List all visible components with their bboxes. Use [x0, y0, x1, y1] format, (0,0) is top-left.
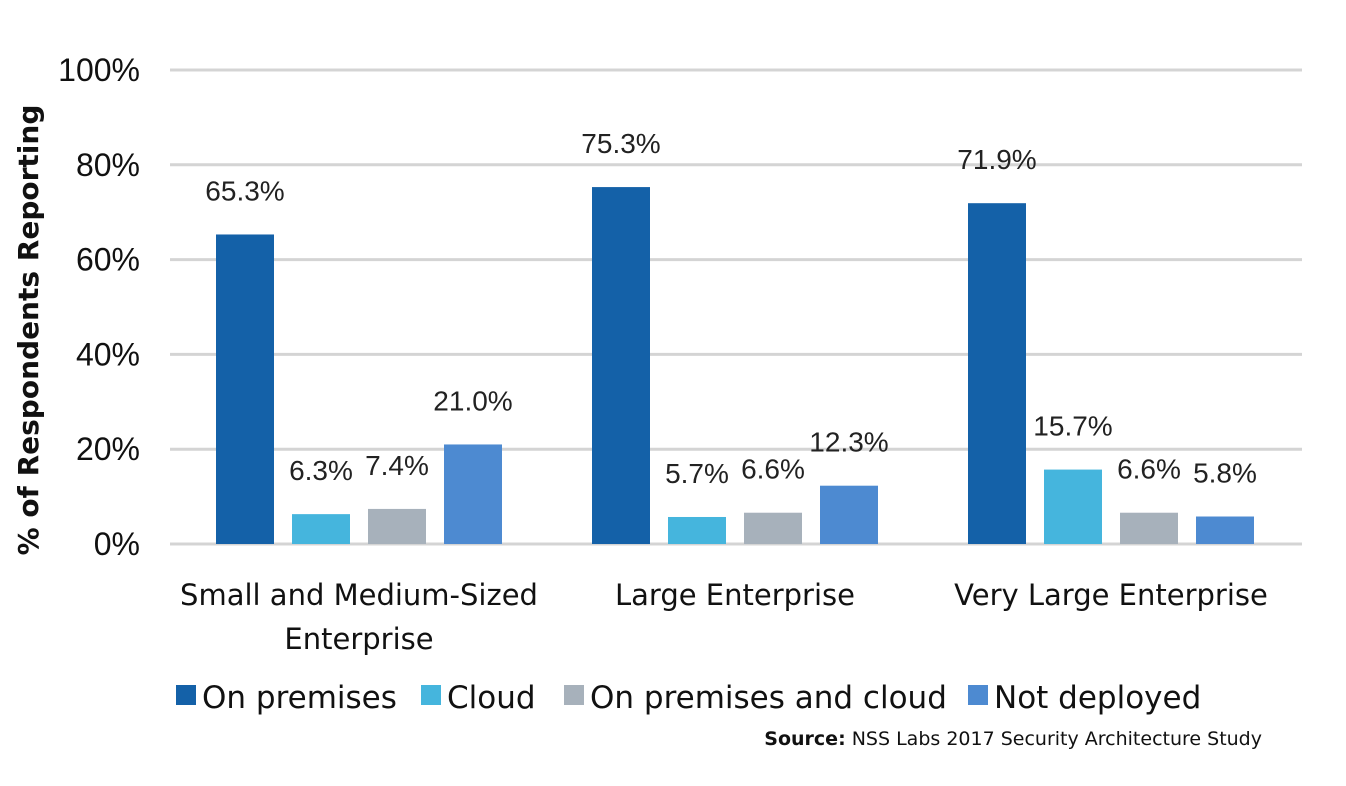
category-label: Large Enterprise: [615, 578, 855, 612]
bar-on-premises: [968, 203, 1026, 544]
data-label: 5.7%: [665, 458, 729, 489]
data-label: 65.3%: [205, 175, 284, 206]
legend-label: Not deployed: [994, 680, 1201, 716]
y-axis-label: % of Respondents Reporting: [12, 105, 45, 556]
data-label: 5.8%: [1193, 458, 1257, 489]
legend-swatch: [564, 685, 584, 705]
legend-swatch: [421, 685, 441, 705]
gridlines: [170, 68, 1302, 546]
bar-on-premises: [592, 187, 650, 544]
bar-on-premises: [216, 234, 274, 544]
y-axis-ticks: 0% 20% 40% 60% 80% 100%: [58, 52, 140, 562]
bar-on-premises-and-cloud: [368, 508, 426, 544]
bar-on-premises-and-cloud: [1120, 512, 1178, 544]
legend-label: On premises and cloud: [590, 680, 947, 716]
bar-not-deployed: [1196, 516, 1254, 544]
bar-cloud: [668, 516, 726, 544]
data-label: 6.6%: [741, 454, 805, 485]
category-label: Small and Medium-Sized: [180, 578, 538, 612]
bar-cloud: [1044, 469, 1102, 544]
bar-not-deployed: [820, 485, 878, 544]
data-label: 75.3%: [581, 128, 660, 159]
y-tick-label: 0%: [94, 526, 140, 562]
y-tick-label: 40%: [76, 336, 140, 372]
data-label: 6.3%: [289, 455, 353, 486]
y-tick-label: 20%: [76, 431, 140, 467]
bars: [216, 187, 1254, 544]
data-label: 21.0%: [433, 385, 512, 416]
legend-swatch: [968, 685, 988, 705]
bar-cloud: [292, 514, 350, 544]
legend: On premises Cloud On premises and cloud Not…: [176, 680, 1201, 716]
source-label: Source:: [764, 728, 846, 750]
legend-label: On premises: [202, 680, 397, 716]
bar-on-premises-and-cloud: [744, 512, 802, 544]
category-label: Very Large Enterprise: [954, 578, 1268, 612]
source-note: Source: NSS Labs 2017 Security Architect…: [764, 728, 1262, 750]
data-label: 12.3%: [809, 427, 888, 458]
y-tick-label: 80%: [76, 147, 140, 183]
category-label: Enterprise: [284, 622, 433, 656]
data-labels: 65.3% 75.3% 71.9% 6.3% 5.7% 15.7% 7.4% 6.6% 6.6%…: [205, 128, 1257, 489]
legend-label: Cloud: [447, 680, 536, 716]
source-text: NSS Labs 2017 Security Architecture Stud…: [851, 728, 1262, 750]
y-tick-label: 100%: [58, 52, 140, 88]
y-tick-label: 60%: [76, 242, 140, 278]
legend-swatch: [176, 685, 196, 705]
category-labels: Small and Medium-Sized Enterprise Large En…: [180, 578, 1268, 656]
data-label: 7.4%: [365, 450, 429, 481]
data-label: 15.7%: [1033, 411, 1112, 442]
data-label: 71.9%: [957, 144, 1036, 175]
data-label: 6.6%: [1117, 454, 1181, 485]
bar-not-deployed: [444, 444, 502, 544]
